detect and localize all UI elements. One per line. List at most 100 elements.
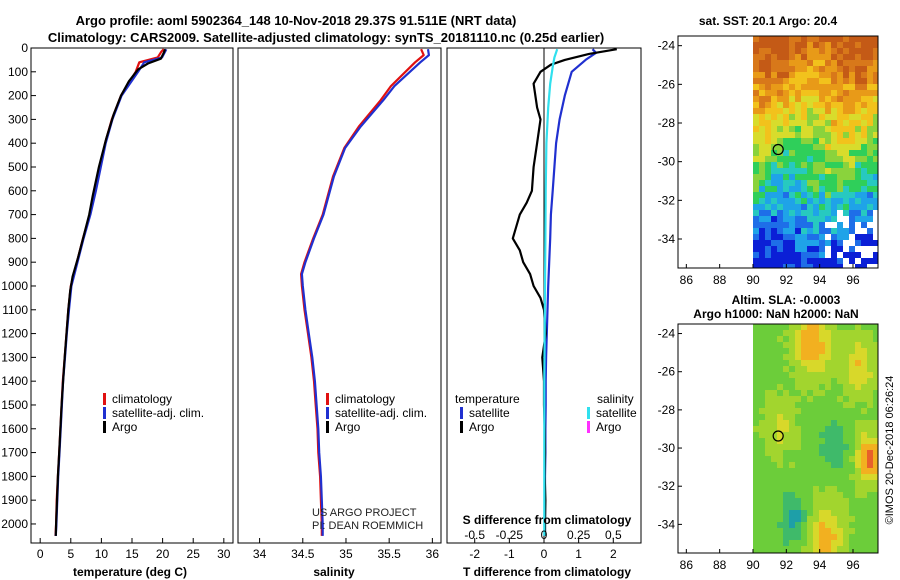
heatmap-cell xyxy=(771,336,777,342)
heatmap-cell xyxy=(873,384,878,390)
heatmap-cell xyxy=(753,222,759,228)
heatmap-cell xyxy=(831,258,837,264)
heatmap-cell xyxy=(789,120,795,126)
heatmap-cell xyxy=(849,444,855,450)
heatmap-cell xyxy=(867,120,873,126)
heatmap-cell xyxy=(771,414,777,420)
heatmap-cell xyxy=(825,342,831,348)
x-tick-label: 88 xyxy=(713,273,727,287)
heatmap-cell xyxy=(771,546,777,552)
heatmap-cell xyxy=(873,234,878,240)
heatmap-cell xyxy=(753,252,759,258)
heatmap-cell xyxy=(765,264,771,268)
heatmap-cell xyxy=(753,498,759,504)
heatmap-cell xyxy=(777,96,783,102)
heatmap-cell xyxy=(825,114,831,120)
heatmap-cell xyxy=(867,186,873,192)
heatmap-cell xyxy=(753,474,759,480)
heatmap-cell xyxy=(855,540,861,546)
heatmap-cell xyxy=(831,540,837,546)
heatmap-cell xyxy=(807,174,813,180)
heatmap-cell xyxy=(807,438,813,444)
heatmap-cell xyxy=(783,474,789,480)
heatmap-cell xyxy=(753,60,759,66)
heatmap-cell xyxy=(789,90,795,96)
y-tick-label: 0 xyxy=(21,41,28,55)
heatmap-cell xyxy=(849,240,855,246)
heatmap-cell xyxy=(873,498,878,504)
heatmap-cell xyxy=(867,168,873,174)
heatmap-cell xyxy=(789,408,795,414)
y-tick-label: -26 xyxy=(658,365,676,379)
heatmap-cell xyxy=(801,186,807,192)
x-tick-label: 96 xyxy=(846,558,860,572)
heatmap-cell xyxy=(753,54,759,60)
heatmap-cell xyxy=(867,192,873,198)
heatmap-cell xyxy=(831,492,837,498)
heatmap-cell xyxy=(837,180,843,186)
heatmap-cell xyxy=(825,192,831,198)
heatmap-cell xyxy=(771,252,777,258)
heatmap-cell xyxy=(783,486,789,492)
heatmap-cell xyxy=(819,528,825,534)
heatmap-cell xyxy=(855,96,861,102)
heatmap-cell xyxy=(813,378,819,384)
heatmap-cell xyxy=(783,432,789,438)
heatmap-cell xyxy=(807,222,813,228)
heatmap-cell xyxy=(795,420,801,426)
heatmap-cell xyxy=(861,138,867,144)
heatmap-cell xyxy=(771,528,777,534)
heatmap-cell xyxy=(765,378,771,384)
heatmap-cell xyxy=(771,384,777,390)
heatmap-cell xyxy=(753,528,759,534)
heatmap-cell xyxy=(759,414,765,420)
heatmap-cell xyxy=(765,540,771,546)
heatmap-cell xyxy=(861,234,867,240)
heatmap-cell xyxy=(867,330,873,336)
heatmap-cell xyxy=(837,264,843,268)
heatmap-cell xyxy=(765,138,771,144)
heatmap-cell xyxy=(789,396,795,402)
heatmap-cell xyxy=(867,144,873,150)
heatmap-cell xyxy=(759,474,765,480)
heatmap-cell xyxy=(819,198,825,204)
heatmap-cell xyxy=(861,126,867,132)
heatmap-cell xyxy=(783,78,789,84)
heatmap-cell xyxy=(777,540,783,546)
heatmap-cell xyxy=(873,438,878,444)
heatmap-cell xyxy=(819,72,825,78)
heatmap-cell xyxy=(795,444,801,450)
heatmap-cell xyxy=(867,510,873,516)
heatmap-cell xyxy=(813,510,819,516)
heatmap-cell xyxy=(813,444,819,450)
heatmap-cell xyxy=(789,390,795,396)
heatmap-cell xyxy=(783,240,789,246)
heatmap-cell xyxy=(777,186,783,192)
heatmap-cell xyxy=(795,264,801,268)
heatmap-cell xyxy=(843,168,849,174)
heatmap-cell xyxy=(813,210,819,216)
heatmap-cell xyxy=(753,120,759,126)
legend-label: satellite-adj. clim. xyxy=(335,406,427,420)
heatmap-cell xyxy=(861,108,867,114)
heatmap-cell xyxy=(819,486,825,492)
y-tick-label: -32 xyxy=(658,479,676,493)
heatmap-cell xyxy=(819,78,825,84)
heatmap-cell xyxy=(753,462,759,468)
heatmap-cell xyxy=(819,414,825,420)
heatmap-cell xyxy=(831,462,837,468)
heatmap-cell xyxy=(765,108,771,114)
heatmap-cell xyxy=(861,366,867,372)
heatmap-cell xyxy=(849,246,855,252)
heatmap-cell xyxy=(801,516,807,522)
heatmap-cell xyxy=(783,450,789,456)
heatmap-cell xyxy=(801,342,807,348)
heatmap-cell xyxy=(783,378,789,384)
heatmap-cell xyxy=(807,498,813,504)
heatmap-cell xyxy=(777,78,783,84)
heatmap-cell xyxy=(813,450,819,456)
heatmap-cell xyxy=(789,546,795,552)
heatmap-cell xyxy=(831,414,837,420)
heatmap-cell xyxy=(801,144,807,150)
heatmap-cell xyxy=(777,120,783,126)
